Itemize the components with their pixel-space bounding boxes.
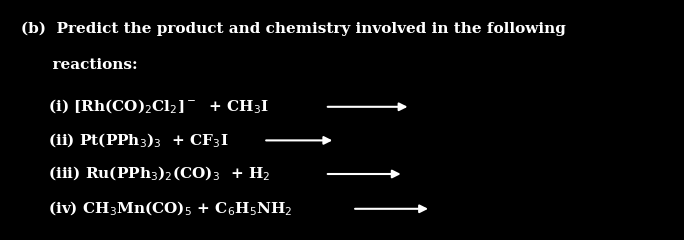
Text: (iv) CH$_3$Mn(CO)$_5$ + C$_6$H$_5$NH$_2$: (iv) CH$_3$Mn(CO)$_5$ + C$_6$H$_5$NH$_2$ [48,200,292,218]
Text: (b)  Predict the product and chemistry involved in the following: (b) Predict the product and chemistry in… [21,22,566,36]
Text: (i) [Rh(CO)$_2$Cl$_2$]$^-$  + CH$_3$I: (i) [Rh(CO)$_2$Cl$_2$]$^-$ + CH$_3$I [48,98,269,116]
Text: (iii) Ru(PPh$_3$)$_2$(CO)$_3$  + H$_2$: (iii) Ru(PPh$_3$)$_2$(CO)$_3$ + H$_2$ [48,165,270,183]
Text: reactions:: reactions: [21,58,137,72]
Text: (ii) Pt(PPh$_3$)$_3$  + CF$_3$I: (ii) Pt(PPh$_3$)$_3$ + CF$_3$I [48,131,228,150]
